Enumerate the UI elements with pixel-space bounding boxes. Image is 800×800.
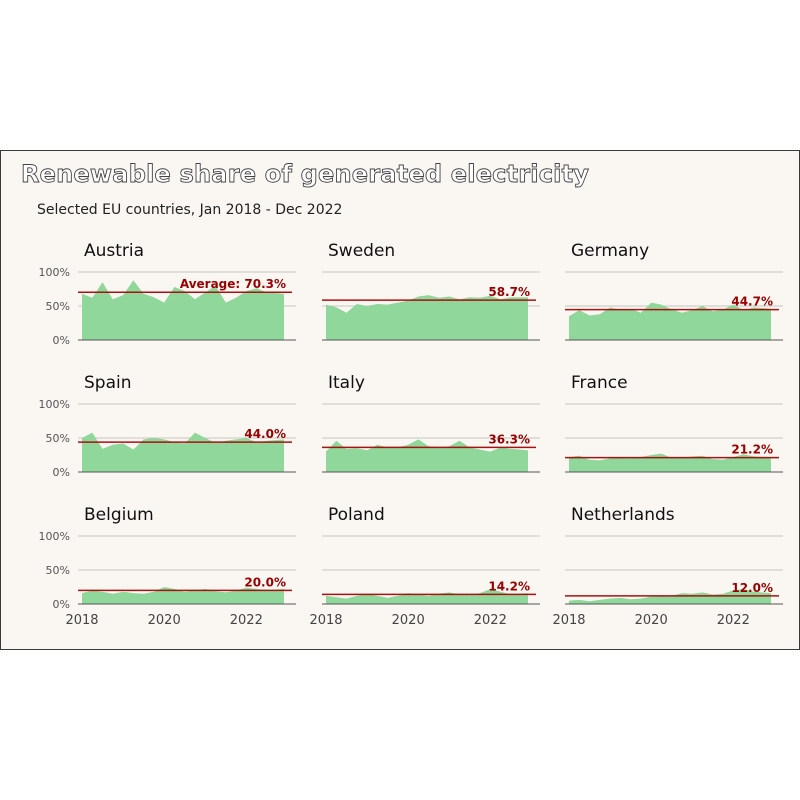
- country-label-belgium: Belgium: [84, 505, 154, 525]
- country-label-austria: Austria: [84, 241, 144, 261]
- average-label: 14.2%: [488, 579, 530, 593]
- average-label: 12.0%: [731, 581, 773, 595]
- average-label: 44.0%: [244, 427, 286, 441]
- y-tick-label: 0%: [53, 334, 70, 347]
- average-label: 36.3%: [488, 432, 530, 446]
- chart-subtitle: Selected EU countries, Jan 2018 - Dec 20…: [37, 202, 343, 218]
- country-label-netherlands: Netherlands: [571, 505, 675, 525]
- country-label-germany: Germany: [571, 241, 649, 261]
- average-label: 44.7%: [731, 295, 773, 309]
- chart-panel: [0, 150, 800, 650]
- y-tick-label: 50%: [46, 300, 70, 313]
- country-label-poland: Poland: [328, 505, 385, 525]
- average-label: Average: 70.3%: [180, 277, 286, 291]
- y-tick-label: 100%: [39, 266, 70, 279]
- x-tick-label: 2020: [148, 613, 181, 628]
- y-tick-label: 0%: [53, 466, 70, 479]
- country-label-italy: Italy: [328, 373, 365, 393]
- area-series-germany: [569, 302, 771, 340]
- x-tick-label: 2018: [309, 613, 342, 628]
- country-label-france: France: [571, 373, 628, 393]
- area-series-belgium: [82, 587, 284, 604]
- y-tick-label: 100%: [39, 530, 70, 543]
- area-series-poland: [326, 589, 528, 604]
- country-label-spain: Spain: [84, 373, 132, 393]
- y-tick-label: 0%: [53, 598, 70, 611]
- x-tick-label: 2018: [552, 613, 585, 628]
- average-label: 20.0%: [244, 575, 286, 589]
- y-tick-label: 50%: [46, 564, 70, 577]
- average-label: 21.2%: [731, 443, 773, 457]
- x-tick-label: 2022: [717, 613, 750, 628]
- area-series-austria: [82, 280, 284, 340]
- y-tick-label: 50%: [46, 432, 70, 445]
- chart-title: Renewable share of generated electricity: [21, 160, 590, 189]
- x-tick-label: 2020: [392, 613, 425, 628]
- x-tick-label: 2022: [474, 613, 507, 628]
- area-series-sweden: [326, 295, 528, 340]
- country-label-sweden: Sweden: [328, 241, 395, 261]
- average-label: 58.7%: [488, 285, 530, 299]
- x-tick-label: 2022: [230, 613, 263, 628]
- y-tick-label: 100%: [39, 398, 70, 411]
- x-tick-label: 2020: [635, 613, 668, 628]
- x-tick-label: 2018: [65, 613, 98, 628]
